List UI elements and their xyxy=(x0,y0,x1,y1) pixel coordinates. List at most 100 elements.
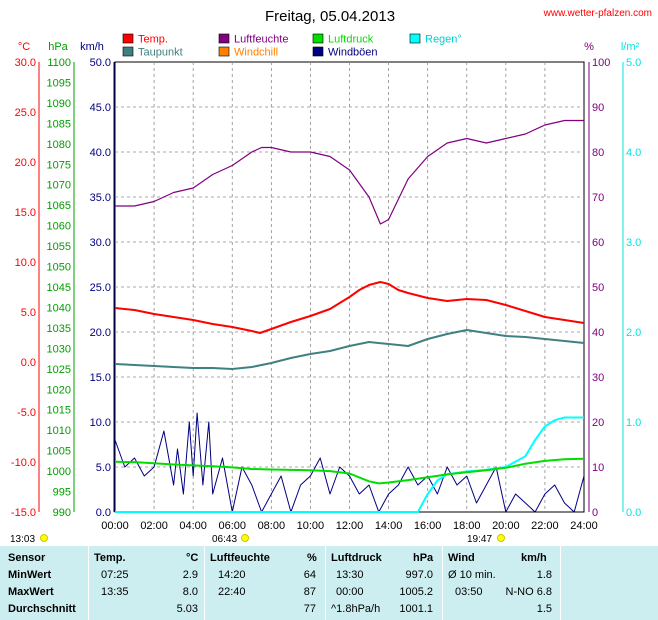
wind-tick-label: 45.0 xyxy=(90,102,111,114)
wind-tick-label: 35.0 xyxy=(90,192,111,204)
legend-swatch xyxy=(409,33,421,44)
header-temp: Temp. xyxy=(94,552,126,564)
row-avg-press-value: 1001.1 xyxy=(399,603,433,615)
chart-legend: Temp. Luftfeuchte Luftdruck Regen° Taupunkt W… xyxy=(122,33,462,59)
temp-tick-label: 20.0 xyxy=(15,157,36,169)
pressure-tick-label: 1035 xyxy=(47,323,71,335)
legend-label: Temp. xyxy=(138,34,168,46)
x-tick-label: 08:00 xyxy=(258,520,286,532)
row-avg-press-trend: ^1.8hPa/h xyxy=(331,603,381,615)
pressure-tick-label: 1100 xyxy=(47,57,71,69)
rain-axis-unit: l/m² xyxy=(621,41,640,53)
temp-tick-label: 0.0 xyxy=(21,357,36,369)
moonset-marker xyxy=(40,534,48,542)
pressure-tick-label: 1060 xyxy=(47,221,71,233)
humidity-tick-label: 70 xyxy=(592,192,604,204)
pressure-tick-label: 1010 xyxy=(47,425,71,437)
row-max-wind-value: N-NO 6.8 xyxy=(505,586,552,598)
x-tick-label: 02:00 xyxy=(140,520,168,532)
row-max-temp-time: 13:35 xyxy=(101,586,129,598)
temp-tick-label: 25.0 xyxy=(15,107,36,119)
wind-tick-label: 30.0 xyxy=(90,237,111,249)
header-pressure: Luftdruck xyxy=(331,552,382,564)
site-link[interactable]: www.wetter-pfalzen.com xyxy=(543,8,652,19)
legend-swatch xyxy=(312,33,324,44)
pressure-tick-label: 1095 xyxy=(47,77,71,89)
humidity-tick-label: 80 xyxy=(592,147,604,159)
humidity-tick-label: 90 xyxy=(592,102,604,114)
wind-tick-label: 50.0 xyxy=(90,57,111,69)
temp-tick-label: 30.0 xyxy=(15,57,36,69)
rain-tick-label: 5.0 xyxy=(626,57,641,69)
legend-swatch xyxy=(122,33,134,44)
header-wind: Wind xyxy=(448,552,475,564)
row-max-press-time: 00:00 xyxy=(336,586,364,598)
temp-tick-label: 5.0 xyxy=(21,307,36,319)
header-humidity: Luftfeuchte xyxy=(210,552,270,564)
header-pressure-unit: hPa xyxy=(413,552,434,564)
row-min-press-value: 997.0 xyxy=(405,569,433,581)
row-min-temp-value: 2.9 xyxy=(182,569,198,581)
humidity-tick-label: 40 xyxy=(592,327,604,339)
row-max-label: MaxWert xyxy=(8,586,54,598)
row-max-wind-time: 03:50 xyxy=(455,586,483,598)
x-tick-label: 16:00 xyxy=(414,520,442,532)
temp-tick-label: -10.0 xyxy=(11,457,36,469)
grid-lines xyxy=(115,62,584,512)
row-avg-wind-value: 1.5 xyxy=(536,603,552,615)
pressure-tick-label: 1085 xyxy=(47,118,71,130)
rain-tick-label: 0.0 xyxy=(626,507,641,519)
legend-swatch xyxy=(218,46,230,57)
legend-swatch xyxy=(218,33,230,44)
humidity-tick-label: 0 xyxy=(592,507,598,519)
temp-tick-label: 15.0 xyxy=(15,207,36,219)
sunset-marker xyxy=(497,534,505,542)
pressure-tick-label: 1090 xyxy=(47,98,71,110)
header-temp-unit: °C xyxy=(186,552,199,564)
row-max-hum-time: 22:40 xyxy=(218,586,246,598)
x-tick-label: 20:00 xyxy=(492,520,520,532)
x-tick-label: 24:00 xyxy=(570,520,598,532)
header-sensor: Sensor xyxy=(8,552,46,564)
pressure-tick-label: 1025 xyxy=(47,364,71,376)
wind-tick-label: 20.0 xyxy=(90,327,111,339)
rain-tick-label: 3.0 xyxy=(626,237,641,249)
x-tick-label: 14:00 xyxy=(375,520,403,532)
wind-tick-label: 10.0 xyxy=(90,417,111,429)
pressure-tick-label: 1055 xyxy=(47,241,71,253)
x-axis: 00:00 02:00 04:00 06:00 08:00 10:00 12:00 14:00… xyxy=(101,520,598,532)
humidity-tick-label: 10 xyxy=(592,462,604,474)
sunset-time: 19:47 xyxy=(467,534,492,545)
data-series xyxy=(114,119,585,513)
sunrise-marker xyxy=(241,534,249,542)
chart-title: Freitag, 05.04.2013 xyxy=(265,8,395,25)
series-line-luftdruck xyxy=(114,457,585,485)
wind-tick-label: 25.0 xyxy=(90,282,111,294)
x-tick-label: 18:00 xyxy=(453,520,481,532)
humidity-tick-label: 100 xyxy=(592,57,610,69)
temp-tick-label: -15.0 xyxy=(11,507,36,519)
pressure-tick-label: 1065 xyxy=(47,200,71,212)
row-max-hum-value: 87 xyxy=(303,586,316,598)
row-min-press-time: 13:30 xyxy=(336,569,364,581)
legend-swatch xyxy=(122,46,134,57)
temp-tick-label: 10.0 xyxy=(15,257,36,269)
row-max-press-value: 1005.2 xyxy=(399,586,433,598)
pressure-tick-label: 1000 xyxy=(47,466,71,478)
series-line-luftfeuchte xyxy=(115,119,584,225)
pressure-tick-label: 1005 xyxy=(47,446,71,458)
row-avg-label: Durchschnitt xyxy=(8,603,76,615)
row-min-hum-value: 64 xyxy=(303,569,316,581)
moonset-time: 13:03 xyxy=(10,534,35,545)
row-min-hum-time: 14:20 xyxy=(218,569,246,581)
pressure-tick-label: 1080 xyxy=(47,139,71,151)
rain-tick-label: 4.0 xyxy=(626,147,641,159)
legend-label: Taupunkt xyxy=(138,47,183,59)
humidity-tick-label: 60 xyxy=(592,237,604,249)
pressure-tick-label: 990 xyxy=(53,507,71,519)
series-line-windben xyxy=(114,412,585,513)
x-tick-label: 00:00 xyxy=(101,520,129,532)
humidity-tick-label: 20 xyxy=(592,417,604,429)
x-tick-label: 12:00 xyxy=(336,520,364,532)
legend-label: Windböen xyxy=(328,47,378,59)
